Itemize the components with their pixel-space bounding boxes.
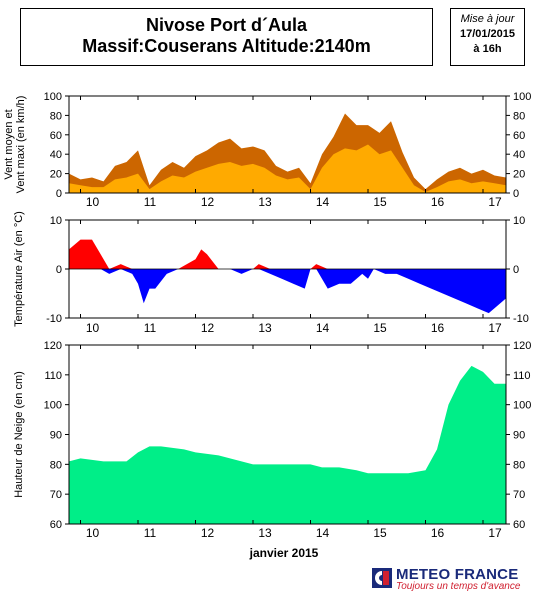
y-axis-label-line2: Vent maxi (en km/h) [15, 96, 27, 194]
y-tick-label-left: 90 [50, 430, 62, 442]
brand-name: METEO FRANCE [396, 566, 519, 583]
y-tick-label-right: 90 [513, 430, 525, 442]
x-tick-label: 15 [373, 195, 387, 209]
y-tick-label-left: 40 [50, 149, 62, 161]
y-tick-label-left: 80 [50, 110, 62, 122]
y-tick-label-left: 110 [44, 370, 62, 382]
y-tick-label-right: 100 [513, 400, 531, 412]
x-tick-label: 16 [431, 321, 445, 335]
temperature-positive-area [69, 239, 506, 269]
x-tick-label: 17 [488, 526, 502, 540]
y-tick-label-right: -10 [513, 313, 529, 325]
y-tick-label-right: 0 [513, 264, 519, 276]
x-tick-label: 17 [488, 321, 502, 335]
x-tick-label: 11 [144, 321, 157, 335]
temperature-negative-area [69, 269, 506, 314]
update-box: Mise à jour 17/01/2015 à 16h [450, 8, 525, 66]
x-tick-label: 17 [488, 195, 502, 209]
x-tick-label: 11 [144, 195, 157, 209]
x-tick-label: 15 [373, 526, 387, 540]
y-tick-label-left: 20 [50, 169, 62, 181]
x-tick-label: 10 [86, 526, 100, 540]
x-tick-label: 12 [201, 321, 215, 335]
y-tick-label-right: 80 [513, 459, 525, 471]
meteo-france-logo: METEO FRANCE Toujours un temps d'avance [370, 566, 535, 594]
y-axis-label: Température Air (en °C) [13, 211, 25, 327]
y-axis-label: Vent moyen et [3, 109, 15, 179]
update-time: à 16h [473, 43, 502, 55]
update-label: Mise à jour [460, 13, 515, 25]
wind-mean-area [69, 144, 506, 193]
x-tick-label: 12 [201, 526, 215, 540]
x-tick-label: 15 [373, 321, 387, 335]
meteo-france-mark-icon [372, 568, 392, 588]
y-tick-label-right: 110 [513, 370, 531, 382]
y-tick-label-left: 10 [50, 215, 62, 227]
y-tick-label-left: 60 [50, 519, 62, 531]
y-tick-label-right: 20 [513, 169, 525, 181]
x-tick-label: 12 [201, 195, 215, 209]
chart-title-line2: Massif:Couserans Altitude:2140m [82, 36, 371, 56]
x-tick-label: 16 [431, 195, 445, 209]
x-tick-label: 11 [144, 526, 157, 540]
y-tick-label-left: 100 [44, 91, 62, 103]
y-axis-label: Hauteur de Neige (en cm) [13, 371, 25, 498]
y-tick-label-right: 10 [513, 215, 525, 227]
x-tick-label: 10 [86, 195, 100, 209]
y-tick-label-left: 80 [50, 459, 62, 471]
y-tick-label-right: 80 [513, 110, 525, 122]
x-tick-label: 10 [86, 321, 100, 335]
x-tick-label: 14 [316, 195, 330, 209]
chart-title-line1: Nivose Port d´Aula [145, 15, 308, 35]
y-tick-label-right: 0 [513, 188, 519, 200]
y-tick-label-left: -10 [46, 313, 62, 325]
snow-depth-area [69, 365, 506, 524]
y-tick-label-right: 40 [513, 149, 525, 161]
x-axis-month-label: janvier 2015 [249, 546, 319, 560]
x-tick-label: 13 [258, 321, 272, 335]
title-box: Nivose Port d´Aula Massif:Couserans Alti… [20, 8, 433, 66]
y-tick-label-left: 0 [56, 264, 62, 276]
x-tick-label: 13 [258, 195, 272, 209]
y-tick-label-left: 120 [44, 340, 62, 352]
y-tick-label-left: 60 [50, 130, 62, 142]
plot-frame-1 [68, 95, 507, 194]
x-tick-label: 14 [316, 526, 330, 540]
y-tick-label-right: 60 [513, 130, 525, 142]
update-date: 17/01/2015 [459, 28, 516, 40]
y-tick-label-left: 70 [50, 489, 62, 501]
x-tick-label: 13 [258, 526, 272, 540]
y-tick-label-left: 100 [44, 400, 62, 412]
x-tick-label: 16 [431, 526, 445, 540]
y-tick-label-right: 70 [513, 489, 525, 501]
x-tick-label: 14 [316, 321, 330, 335]
y-tick-label-left: 0 [56, 188, 62, 200]
y-tick-label-right: 60 [513, 519, 525, 531]
y-tick-label-right: 120 [513, 340, 531, 352]
y-tick-label-right: 100 [513, 91, 531, 103]
brand-slogan: Toujours un temps d'avance [396, 581, 521, 592]
